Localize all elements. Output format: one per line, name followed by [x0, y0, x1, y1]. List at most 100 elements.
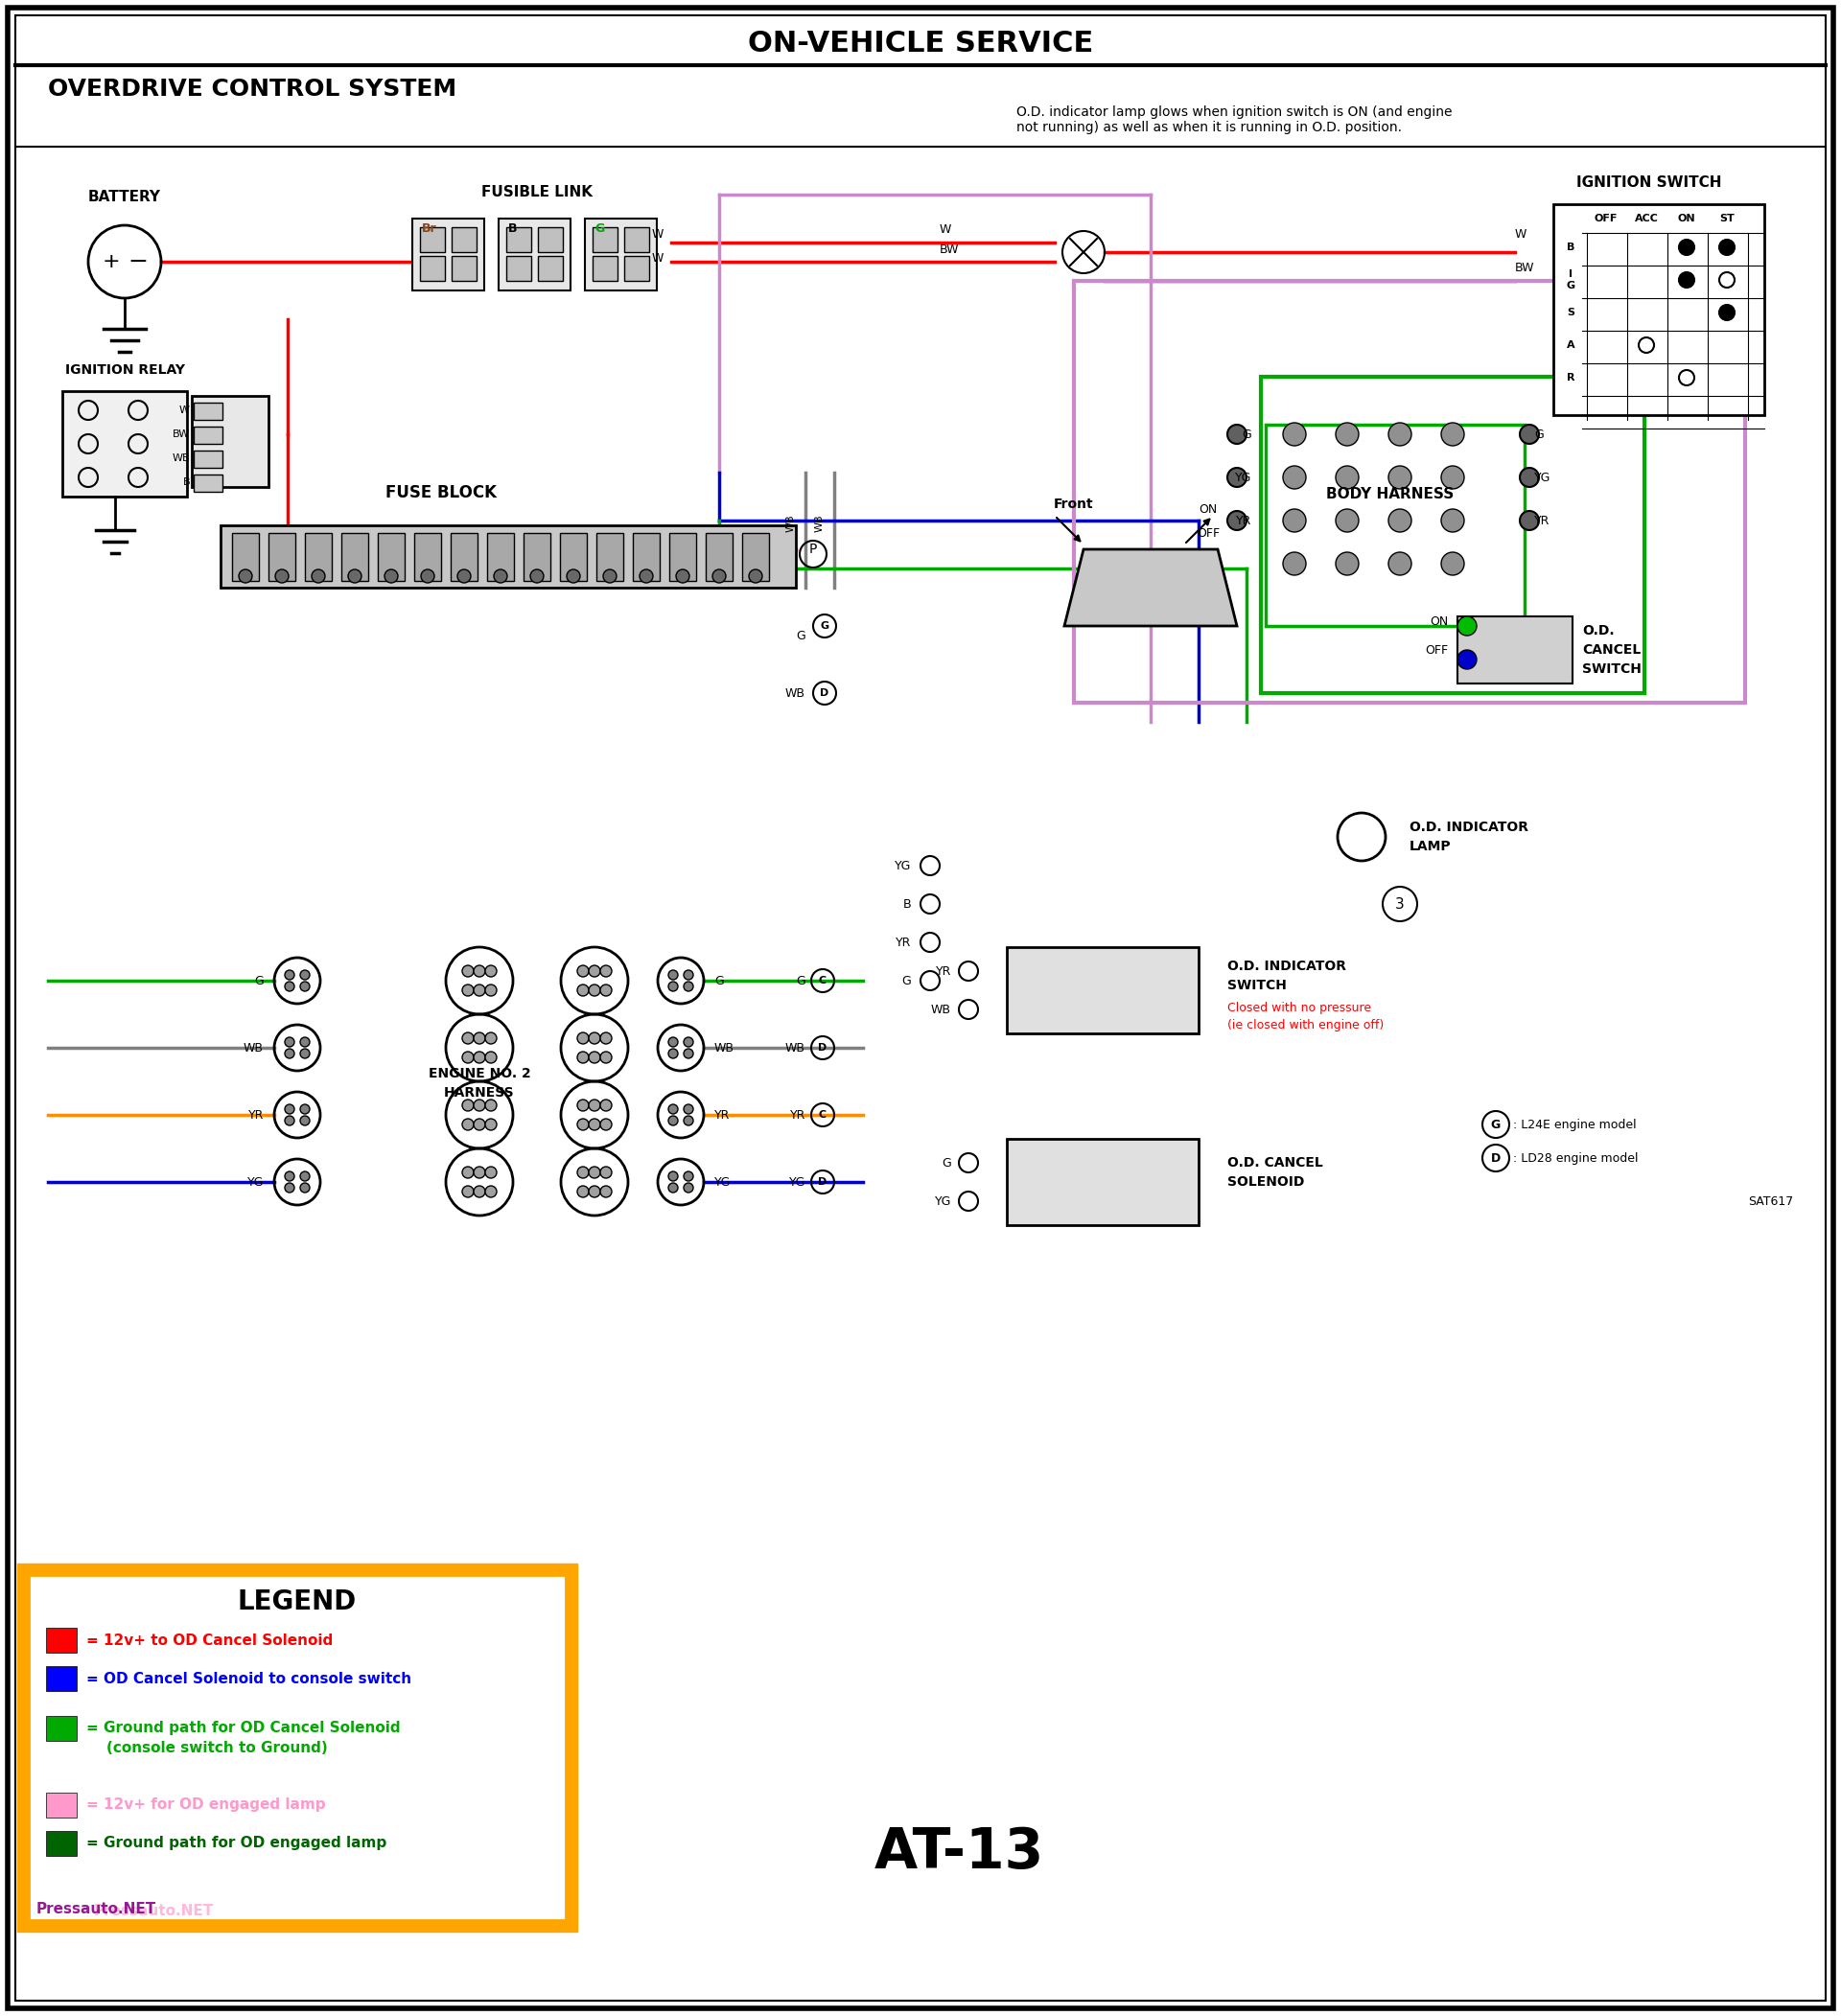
Text: D: D	[1491, 1151, 1500, 1165]
Circle shape	[462, 1185, 473, 1198]
Circle shape	[285, 1115, 295, 1125]
Circle shape	[668, 970, 677, 980]
Text: O.D. INDICATOR: O.D. INDICATOR	[1410, 821, 1528, 835]
Text: : L24E engine model: : L24E engine model	[1513, 1119, 1637, 1131]
Bar	[1007, 948, 1198, 1034]
Bar	[705, 532, 733, 581]
Text: = 12v+ for OD engaged lamp: = 12v+ for OD engaged lamp	[87, 1798, 326, 1812]
Text: B: B	[182, 478, 190, 488]
Circle shape	[462, 1052, 473, 1062]
Circle shape	[486, 1099, 497, 1111]
Circle shape	[1458, 649, 1476, 669]
Bar	[1267, 425, 1524, 627]
Bar	[506, 256, 532, 280]
Circle shape	[462, 1119, 473, 1131]
Circle shape	[300, 1183, 309, 1193]
Circle shape	[457, 569, 471, 583]
Bar	[624, 256, 650, 280]
Circle shape	[1679, 371, 1694, 385]
Circle shape	[473, 1119, 486, 1131]
Circle shape	[668, 982, 677, 992]
Text: BATTERY: BATTERY	[88, 190, 162, 204]
Circle shape	[1719, 272, 1734, 288]
Bar	[221, 526, 795, 587]
Circle shape	[683, 970, 694, 980]
Bar	[451, 532, 477, 581]
Text: WB: WB	[243, 1042, 263, 1054]
Circle shape	[578, 1052, 589, 1062]
Text: SWITCH: SWITCH	[1228, 978, 1287, 992]
Circle shape	[1679, 240, 1694, 254]
Text: YR: YR	[935, 966, 952, 978]
Text: G: G	[1534, 427, 1543, 439]
Circle shape	[1228, 425, 1246, 444]
Circle shape	[683, 982, 694, 992]
Text: YG: YG	[788, 1175, 806, 1187]
Text: S: S	[1567, 308, 1574, 317]
Text: G: G	[254, 974, 263, 988]
Circle shape	[473, 1032, 486, 1044]
Circle shape	[285, 982, 295, 992]
Bar	[193, 474, 223, 492]
Text: P: P	[808, 542, 817, 556]
Circle shape	[1719, 304, 1734, 321]
Text: WB: WB	[932, 1004, 952, 1016]
Circle shape	[1228, 510, 1246, 530]
Bar	[1073, 280, 1745, 704]
Circle shape	[683, 1171, 694, 1181]
Bar	[538, 228, 563, 252]
Circle shape	[473, 984, 486, 996]
Circle shape	[1388, 508, 1412, 532]
Text: Pressauto.NET: Pressauto.NET	[37, 1901, 156, 1915]
Circle shape	[600, 1185, 611, 1198]
Text: W: W	[652, 228, 665, 240]
Text: IGNITION SWITCH: IGNITION SWITCH	[1576, 175, 1721, 190]
Circle shape	[600, 1119, 611, 1131]
Bar	[451, 228, 477, 252]
Circle shape	[578, 1167, 589, 1177]
Text: YR: YR	[790, 1109, 806, 1121]
Text: D: D	[817, 1042, 827, 1052]
Bar	[560, 532, 587, 581]
Text: G: G	[714, 974, 724, 988]
Bar	[46, 1792, 77, 1818]
Circle shape	[300, 1048, 309, 1058]
Text: YR: YR	[714, 1109, 731, 1121]
Circle shape	[578, 984, 589, 996]
Text: IGNITION RELAY: IGNITION RELAY	[64, 363, 184, 377]
Text: Pressauto.NET: Pressauto.NET	[94, 1903, 214, 1917]
Circle shape	[1283, 552, 1305, 575]
Text: OFF: OFF	[1197, 528, 1221, 540]
Bar	[451, 256, 477, 280]
Circle shape	[589, 966, 600, 978]
Circle shape	[486, 1167, 497, 1177]
Circle shape	[567, 569, 580, 583]
Text: G: G	[821, 621, 828, 631]
Text: ST: ST	[1719, 214, 1734, 224]
Text: ON: ON	[1429, 615, 1447, 627]
Text: WB: WB	[786, 514, 795, 532]
Circle shape	[578, 1099, 589, 1111]
Circle shape	[1388, 552, 1412, 575]
Text: C: C	[819, 1111, 827, 1119]
Polygon shape	[1064, 548, 1237, 627]
Circle shape	[493, 569, 508, 583]
Circle shape	[1388, 466, 1412, 490]
Bar	[412, 218, 484, 290]
Circle shape	[600, 1167, 611, 1177]
Circle shape	[1719, 240, 1734, 254]
Text: WB: WB	[171, 454, 190, 464]
Circle shape	[300, 1115, 309, 1125]
Text: FUSIBLE LINK: FUSIBLE LINK	[481, 185, 593, 200]
Text: = Ground path for OD Cancel Solenoid: = Ground path for OD Cancel Solenoid	[87, 1722, 401, 1736]
Circle shape	[473, 1167, 486, 1177]
Text: B: B	[508, 222, 517, 234]
Bar	[1458, 617, 1572, 683]
Circle shape	[473, 1052, 486, 1062]
Text: D: D	[821, 687, 828, 698]
Text: (ie closed with engine off): (ie closed with engine off)	[1228, 1018, 1384, 1030]
Text: Closed with no pressure: Closed with no pressure	[1228, 1002, 1372, 1014]
Bar	[488, 532, 514, 581]
Bar	[306, 532, 331, 581]
Text: YG: YG	[714, 1175, 731, 1187]
